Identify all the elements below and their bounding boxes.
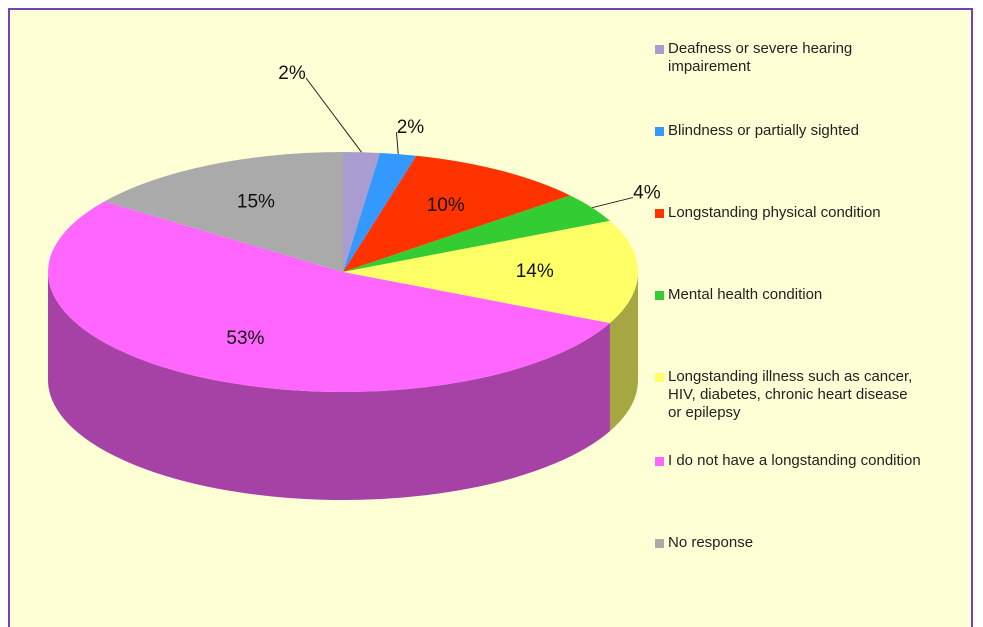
legend-label: Blindness or partially sighted <box>668 122 859 139</box>
legend-swatch <box>655 209 664 218</box>
data-label: 53% <box>226 328 264 349</box>
legend-label: I do not have a longstanding condition <box>668 452 921 469</box>
pie-side-shade <box>48 272 610 500</box>
data-label: 15% <box>237 192 275 213</box>
data-label: 10% <box>427 195 465 216</box>
pie-side <box>48 272 610 500</box>
legend-item: Deafness or severe hearing impairement <box>655 40 925 76</box>
legend-label: Deafness or severe hearing impairement <box>668 40 853 75</box>
legend-label: Longstanding illness such as cancer, HIV… <box>668 368 913 421</box>
pie-slice <box>343 152 417 272</box>
legend-item: Blindness or partially sighted <box>655 122 925 140</box>
legend-item: Longstanding illness such as cancer, HIV… <box>655 368 925 422</box>
legend-swatch <box>655 539 664 548</box>
data-label: 4% <box>633 183 661 204</box>
legend-swatch <box>655 457 664 466</box>
legend-item: I do not have a longstanding condition <box>655 452 925 470</box>
pie-side-shade <box>609 272 638 432</box>
pie-slice <box>343 220 638 324</box>
pie-slice <box>343 195 610 272</box>
legend-label: Mental health condition <box>668 286 823 303</box>
pie-side <box>609 272 638 432</box>
pie-slice <box>343 155 571 272</box>
data-label: 2% <box>397 117 425 138</box>
data-label: 2% <box>278 63 306 84</box>
legend-item: Mental health condition <box>655 286 925 304</box>
data-label: 14% <box>516 261 554 282</box>
pie-slice <box>343 152 380 272</box>
legend-swatch <box>655 45 664 54</box>
legend-item: Longstanding physical condition <box>655 204 925 222</box>
legend-swatch <box>655 291 664 300</box>
pie-slice <box>47 201 610 393</box>
legend-item: No response <box>655 534 925 552</box>
leader-line <box>591 197 633 209</box>
legend-label: Longstanding physical condition <box>668 204 881 221</box>
legend-swatch <box>655 127 664 136</box>
pie-slice <box>104 152 343 272</box>
legend-label: No response <box>668 534 754 551</box>
leader-line <box>305 77 362 153</box>
leader-line <box>395 132 399 155</box>
legend-swatch <box>655 373 664 382</box>
